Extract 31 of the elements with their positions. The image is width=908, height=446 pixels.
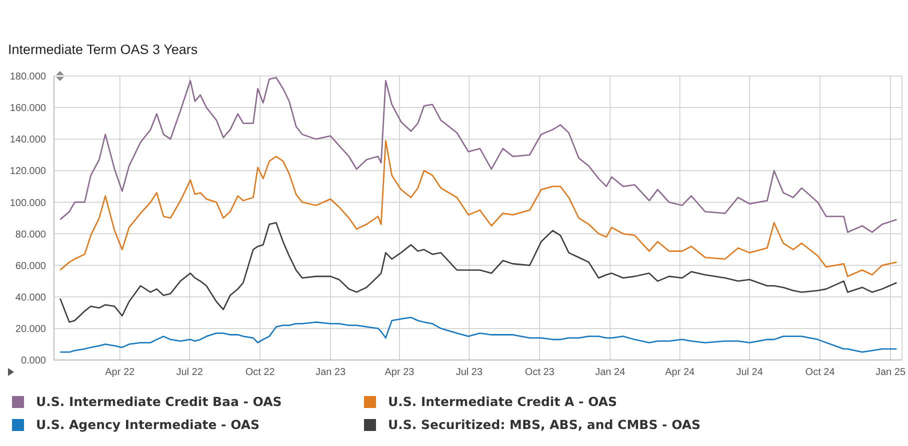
x-tick-label: Oct 24 xyxy=(805,367,836,378)
y-tick-label: 140.000 xyxy=(10,134,46,146)
y-tick-label: 60.000 xyxy=(15,260,46,272)
y-tick-label: 180.000 xyxy=(10,72,46,83)
x-tick-label: Apr 24 xyxy=(665,367,696,378)
x-tick-label: Jan 23 xyxy=(316,367,346,378)
y-tick-label: 40.000 xyxy=(15,292,46,304)
y-tick-label: 100.000 xyxy=(10,198,46,209)
x-tick-label: Jan 24 xyxy=(595,367,626,378)
y-tick-label: 120.000 xyxy=(10,166,46,178)
legend-label: U.S. Securitized: MBS, ABS, and CMBS - OAS xyxy=(388,417,701,432)
x-tick-label: Jul 23 xyxy=(456,367,483,378)
line-series xyxy=(59,316,898,353)
y-tick-label: 160.000 xyxy=(10,103,46,114)
legend-label: U.S. Intermediate Credit Baa - OAS xyxy=(36,394,282,409)
line-series xyxy=(59,140,898,278)
line-series xyxy=(59,222,898,323)
chart-title: Intermediate Term OAS 3 Years xyxy=(8,41,199,59)
y-tick-label: 0.000 xyxy=(20,356,46,367)
x-tick-label: Jul 24 xyxy=(736,367,764,378)
x-tick-label: Oct 23 xyxy=(524,367,555,378)
x-tick-label: Apr 23 xyxy=(384,367,415,378)
legend-label: U.S. Agency Intermediate - OAS xyxy=(36,417,260,432)
line-series xyxy=(59,76,898,233)
legend-label: U.S. Intermediate Credit A - OAS xyxy=(388,394,618,409)
y-tick-label: 80.000 xyxy=(15,229,46,240)
y-tick-label: 20.000 xyxy=(15,324,46,335)
x-tick-label: Jan 25 xyxy=(875,367,906,378)
x-tick-label: Oct 22 xyxy=(245,367,276,378)
x-tick-label: Apr 22 xyxy=(105,367,136,378)
x-tick-label: Jul 22 xyxy=(176,367,204,378)
